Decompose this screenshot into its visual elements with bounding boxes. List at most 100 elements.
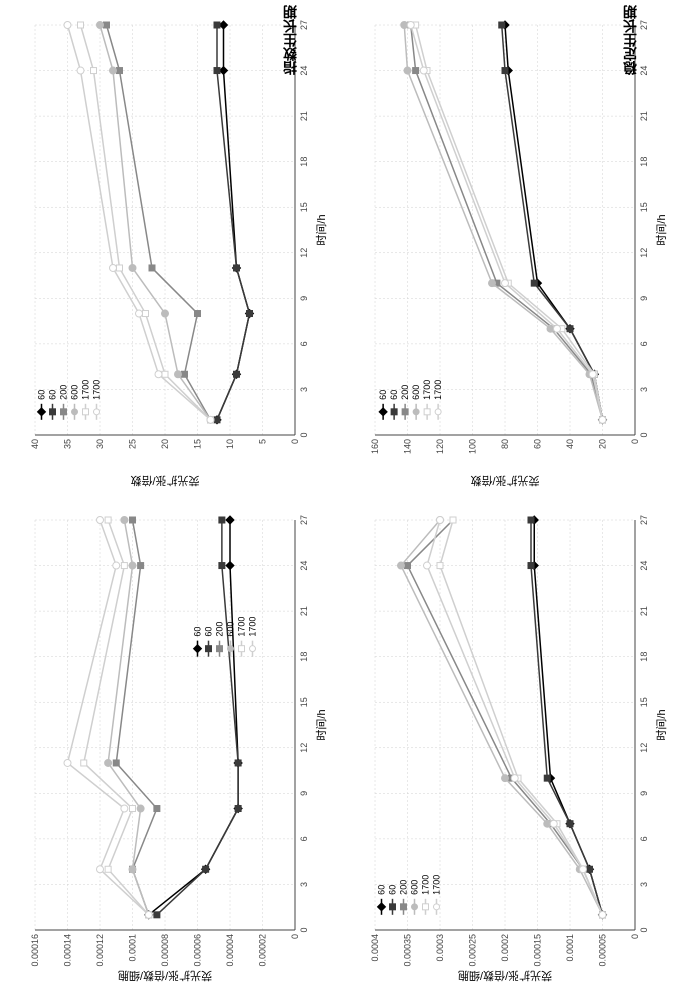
svg-text:18: 18: [299, 652, 309, 662]
svg-text:9: 9: [639, 791, 649, 796]
svg-text:0: 0: [639, 432, 649, 437]
svg-text:0.00014: 0.00014: [63, 934, 73, 967]
svg-text:0.00002: 0.00002: [258, 934, 268, 967]
svg-text:200: 200: [215, 622, 225, 637]
svg-text:60: 60: [37, 390, 47, 400]
panel-bottom-left: 00.000020.000040.000060.000080.00010.000…: [10, 505, 340, 990]
svg-text:21: 21: [639, 606, 649, 616]
svg-text:24: 24: [639, 561, 649, 571]
svg-text:时间/h: 时间/h: [655, 709, 668, 740]
svg-text:0: 0: [299, 432, 309, 437]
svg-text:0.0001: 0.0001: [128, 934, 138, 962]
svg-text:0.0003: 0.0003: [435, 934, 445, 962]
svg-text:60: 60: [193, 627, 203, 637]
svg-text:60: 60: [377, 885, 387, 895]
svg-text:3: 3: [299, 882, 309, 887]
panel-bottom-right: 0 0.00005 0.0001 0.00015 0.0002 0.00025 0.0003…: [350, 505, 680, 990]
svg-text:9: 9: [299, 791, 309, 796]
svg-text:25: 25: [128, 439, 138, 449]
svg-text:12: 12: [299, 743, 309, 753]
svg-text:0: 0: [639, 927, 649, 932]
svg-text:21: 21: [299, 111, 309, 121]
svg-text:27: 27: [299, 20, 309, 30]
svg-text:160: 160: [370, 439, 380, 454]
svg-text:1700: 1700: [237, 617, 247, 637]
svg-text:140: 140: [403, 439, 413, 454]
svg-text:0.00016: 0.00016: [30, 934, 40, 967]
svg-text:600: 600: [411, 385, 421, 400]
svg-text:0: 0: [630, 934, 640, 939]
svg-text:120: 120: [435, 439, 445, 454]
svg-text:3: 3: [639, 882, 649, 887]
svg-text:35: 35: [63, 439, 73, 449]
svg-text:0.00035: 0.00035: [403, 934, 413, 967]
svg-text:21: 21: [639, 111, 649, 121]
svg-text:9: 9: [639, 296, 649, 301]
svg-text:1700: 1700: [422, 380, 432, 400]
svg-text:时间/h: 时间/h: [315, 214, 328, 245]
svg-text:18: 18: [299, 157, 309, 167]
svg-text:15: 15: [299, 697, 309, 707]
svg-text:600: 600: [226, 622, 236, 637]
svg-text:荧光扩张/倍数: 荧光扩张/倍数: [130, 474, 199, 488]
svg-text:20: 20: [598, 439, 608, 449]
svg-text:100: 100: [468, 439, 478, 454]
svg-text:12: 12: [299, 248, 309, 258]
svg-text:27: 27: [639, 20, 649, 30]
svg-text:0: 0: [290, 934, 300, 939]
svg-text:200: 200: [399, 880, 409, 895]
svg-text:15: 15: [193, 439, 203, 449]
svg-text:0.00012: 0.00012: [95, 934, 105, 967]
svg-text:600: 600: [70, 385, 80, 400]
panel-top-right: 稳定生长期 0204060801001201401600369121518212…: [350, 10, 680, 495]
svg-text:27: 27: [299, 515, 309, 525]
svg-text:60: 60: [533, 439, 543, 449]
svg-text:6: 6: [639, 836, 649, 841]
svg-text:0.00005: 0.00005: [598, 934, 608, 967]
svg-text:10: 10: [225, 439, 235, 449]
svg-text:0.0004: 0.0004: [370, 934, 380, 962]
svg-text:0.00004: 0.00004: [225, 934, 235, 967]
svg-text:12: 12: [639, 743, 649, 753]
col-title-right: 稳定生长期: [620, 5, 640, 75]
svg-text:60: 60: [389, 390, 399, 400]
svg-text:6: 6: [299, 836, 309, 841]
svg-text:6: 6: [299, 341, 309, 346]
svg-text:60: 60: [48, 390, 58, 400]
svg-text:60: 60: [204, 627, 214, 637]
svg-text:0: 0: [299, 927, 309, 932]
svg-text:18: 18: [639, 157, 649, 167]
svg-text:12: 12: [639, 248, 649, 258]
svg-text:0.00015: 0.00015: [533, 934, 543, 967]
svg-text:0.00025: 0.00025: [468, 934, 478, 967]
col-title-left: 指数生长期: [280, 5, 300, 75]
svg-text:1700: 1700: [433, 380, 443, 400]
svg-text:荧光扩张/倍数/细胞: 荧光扩张/倍数/细胞: [118, 969, 212, 983]
svg-text:600: 600: [410, 880, 420, 895]
svg-text:0.0002: 0.0002: [500, 934, 510, 962]
svg-text:6: 6: [639, 341, 649, 346]
svg-text:0.00008: 0.00008: [160, 934, 170, 967]
svg-text:24: 24: [299, 561, 309, 571]
svg-text:3: 3: [639, 387, 649, 392]
svg-text:15: 15: [639, 697, 649, 707]
svg-text:0.0001: 0.0001: [565, 934, 575, 962]
svg-text:0: 0: [630, 439, 640, 444]
svg-text:60: 60: [388, 885, 398, 895]
svg-text:15: 15: [299, 202, 309, 212]
svg-text:5: 5: [258, 439, 268, 444]
chart-grid: 指数生长期 05101520253035400369121518212427时间…: [10, 10, 675, 990]
svg-text:24: 24: [299, 66, 309, 76]
svg-text:40: 40: [30, 439, 40, 449]
svg-text:1700: 1700: [92, 380, 102, 400]
svg-text:9: 9: [299, 296, 309, 301]
svg-text:60: 60: [378, 390, 388, 400]
svg-text:200: 200: [400, 385, 410, 400]
svg-text:27: 27: [639, 515, 649, 525]
svg-text:20: 20: [160, 439, 170, 449]
svg-text:40: 40: [565, 439, 575, 449]
svg-text:80: 80: [500, 439, 510, 449]
svg-text:30: 30: [95, 439, 105, 449]
svg-text:15: 15: [639, 202, 649, 212]
svg-text:0: 0: [290, 439, 300, 444]
